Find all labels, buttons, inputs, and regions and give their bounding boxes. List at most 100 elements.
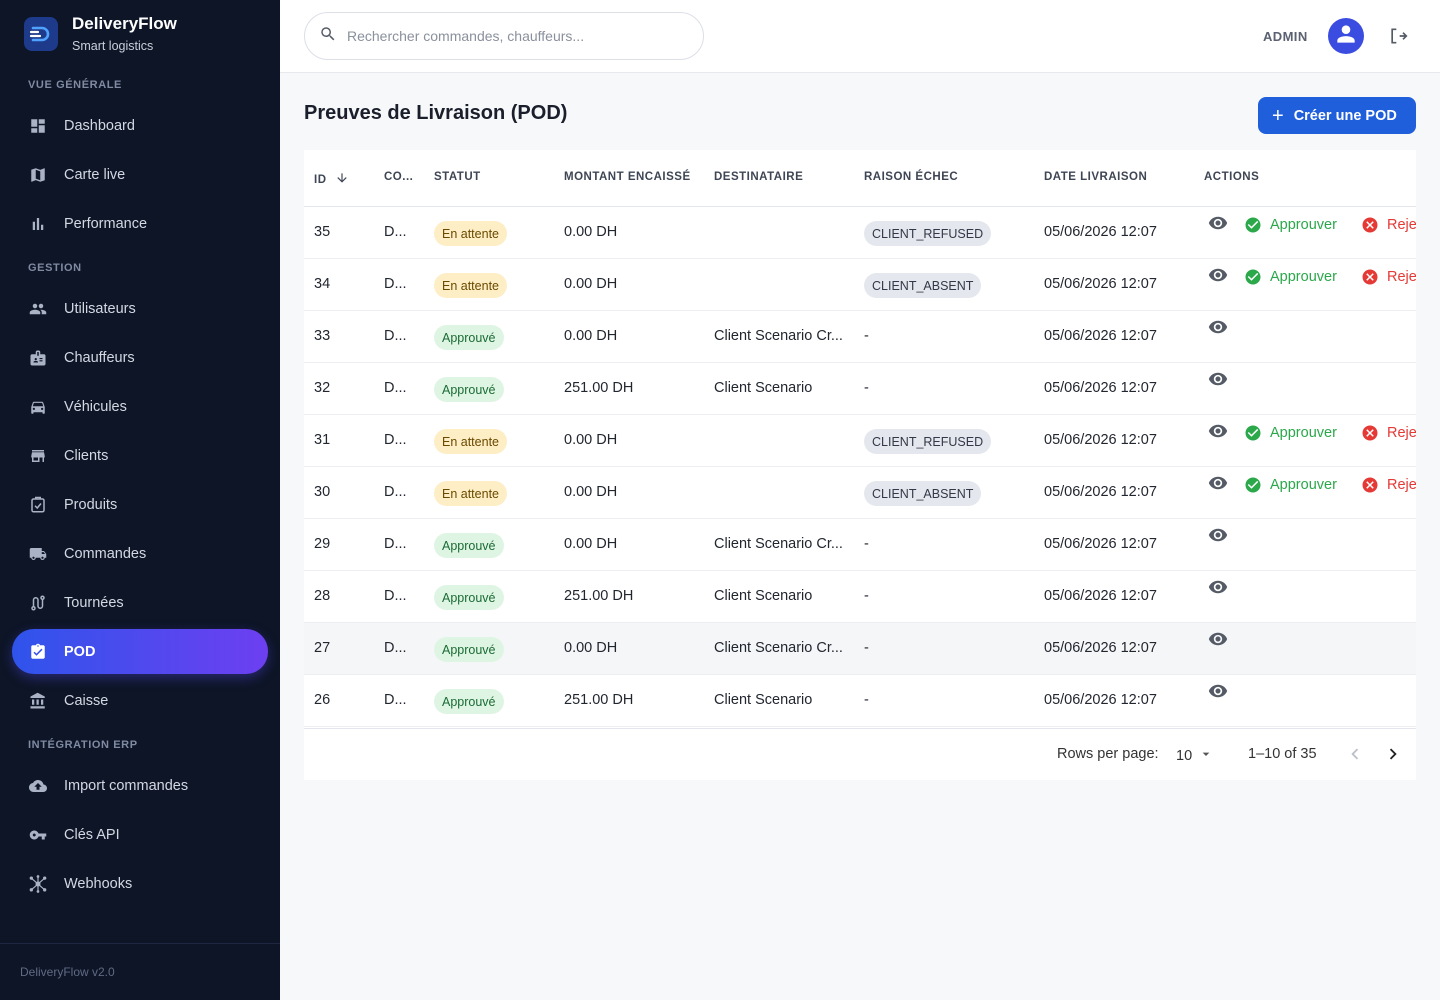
table-row[interactable]: 27 D... Approuvé 0.00 DH Client Scenario Cr.… bbox=[304, 623, 1416, 675]
sidebar-footer: DeliveryFlow v2.0 bbox=[0, 943, 280, 1000]
sort-arrow-down-icon bbox=[335, 171, 349, 188]
cell-montant: 0.00 DH bbox=[564, 640, 618, 656]
cell-montant: 251.00 DH bbox=[564, 588, 634, 604]
reject-button[interactable]: Reje bbox=[1361, 266, 1416, 288]
view-button[interactable] bbox=[1208, 681, 1230, 703]
sidebar-item-utilisateurs[interactable]: Utilisateurs bbox=[12, 286, 268, 331]
cell-date: 05/06/2026 12:07 bbox=[1044, 536, 1157, 552]
eye-icon bbox=[1208, 268, 1228, 289]
rows-per-page-label: Rows per page: bbox=[1057, 746, 1159, 762]
table-row[interactable]: 34 D... En attente 0.00 DH CLIENT_ABSENT 05/0… bbox=[304, 259, 1416, 311]
cell-date: 05/06/2026 12:07 bbox=[1044, 432, 1157, 448]
next-page-button[interactable] bbox=[1382, 743, 1406, 767]
view-button[interactable] bbox=[1208, 473, 1230, 495]
sidebar-item-import-commandes[interactable]: Import commandes bbox=[12, 763, 268, 808]
view-button[interactable] bbox=[1208, 369, 1230, 391]
avatar[interactable] bbox=[1328, 18, 1364, 54]
approve-button[interactable]: Approuver bbox=[1244, 266, 1337, 288]
view-button[interactable] bbox=[1208, 525, 1230, 547]
table-row[interactable]: 32 D... Approuvé 251.00 DH Client Scenario - 0… bbox=[304, 363, 1416, 415]
cancel-circle-icon bbox=[1361, 216, 1379, 234]
cell-destinataire: Client Scenario Cr... bbox=[714, 536, 843, 552]
reason-chip: CLIENT_ABSENT bbox=[864, 481, 982, 506]
sidebar-item-produits[interactable]: Produits bbox=[12, 482, 268, 527]
sidebar-item-tournees[interactable]: Tournées bbox=[12, 580, 268, 625]
view-button[interactable] bbox=[1208, 577, 1230, 599]
view-button[interactable] bbox=[1208, 265, 1230, 287]
user-icon bbox=[1333, 21, 1359, 52]
create-pod-button[interactable]: + Créer une POD bbox=[1258, 97, 1416, 134]
route-icon bbox=[28, 593, 48, 613]
column-header-montant[interactable]: MONTANT ENCAISSÉ bbox=[564, 171, 691, 183]
reject-button[interactable]: Reje bbox=[1361, 214, 1416, 236]
column-header-date[interactable]: DATE LIVRAISON bbox=[1044, 171, 1148, 183]
previous-page-button[interactable] bbox=[1344, 743, 1368, 767]
reject-button[interactable]: Reje bbox=[1361, 422, 1416, 444]
sidebar-item-carte-live[interactable]: Carte live bbox=[12, 152, 268, 197]
table-row[interactable]: 35 D... En attente 0.00 DH CLIENT_REFUSED 05/… bbox=[304, 207, 1416, 259]
sidebar-item-chauffeurs[interactable]: Chauffeurs bbox=[12, 335, 268, 380]
table-row[interactable]: 33 D... Approuvé 0.00 DH Client Scenario Cr.… bbox=[304, 311, 1416, 363]
table-row[interactable]: 28 D... Approuvé 251.00 DH Client Scenario - 0… bbox=[304, 571, 1416, 623]
brand[interactable]: DeliveryFlow Smart logistics bbox=[24, 12, 177, 56]
logout-button[interactable] bbox=[1388, 26, 1408, 46]
column-header-statut[interactable]: STATUT bbox=[434, 171, 481, 183]
sidebar-item-label: Tournées bbox=[64, 594, 124, 611]
reject-label: Reje bbox=[1387, 477, 1416, 493]
approve-button[interactable]: Approuver bbox=[1244, 214, 1337, 236]
column-header-raison[interactable]: RAISON ÉCHEC bbox=[864, 171, 959, 183]
key-icon bbox=[28, 825, 48, 845]
search-input[interactable] bbox=[347, 28, 677, 44]
table-row[interactable]: 30 D... En attente 0.00 DH CLIENT_ABSENT 05/0… bbox=[304, 467, 1416, 519]
status-badge: Approuvé bbox=[434, 637, 504, 662]
car-icon bbox=[28, 397, 48, 417]
sidebar-item-performance[interactable]: Performance bbox=[12, 201, 268, 246]
column-header-id[interactable]: ID bbox=[314, 171, 349, 188]
view-button[interactable] bbox=[1208, 317, 1230, 339]
sidebar-item-pod[interactable]: POD bbox=[12, 629, 268, 674]
view-button[interactable] bbox=[1208, 213, 1230, 235]
sidebar-item-cles-api[interactable]: Clés API bbox=[12, 812, 268, 857]
reject-button[interactable]: Reje bbox=[1361, 474, 1416, 496]
check-circle-icon bbox=[1244, 424, 1262, 442]
cancel-circle-icon bbox=[1361, 424, 1379, 442]
cell-montant: 0.00 DH bbox=[564, 224, 618, 240]
map-icon bbox=[28, 165, 48, 185]
cell-destinataire: Client Scenario bbox=[714, 588, 813, 604]
cell-id: 34 bbox=[314, 276, 331, 292]
reason-chip: CLIENT_ABSENT bbox=[864, 273, 982, 298]
status-badge: Approuvé bbox=[434, 585, 504, 610]
table-row[interactable]: 29 D... Approuvé 0.00 DH Client Scenario Cr.… bbox=[304, 519, 1416, 571]
table-row[interactable]: 26 D... Approuvé 251.00 DH Client Scenario - 0… bbox=[304, 675, 1416, 727]
reject-label: Reje bbox=[1387, 217, 1416, 233]
sidebar-item-vehicules[interactable]: Véhicules bbox=[12, 384, 268, 429]
sidebar-item-webhooks[interactable]: Webhooks bbox=[12, 861, 268, 906]
topbar: ADMIN bbox=[280, 0, 1440, 73]
sidebar-item-label: Caisse bbox=[64, 692, 109, 709]
cell-commande: D... bbox=[384, 276, 407, 292]
search-bar[interactable] bbox=[304, 12, 704, 60]
approve-button[interactable]: Approuver bbox=[1244, 474, 1337, 496]
column-header-commande[interactable]: CO... bbox=[384, 171, 414, 183]
column-header-destinataire[interactable]: DESTINATAIRE bbox=[714, 171, 804, 183]
table-row[interactable]: 31 D... En attente 0.00 DH CLIENT_REFUSED 05/… bbox=[304, 415, 1416, 467]
rows-per-page-select[interactable]: 10 bbox=[1176, 746, 1214, 766]
status-badge: Approuvé bbox=[434, 377, 504, 402]
eye-icon bbox=[1208, 372, 1228, 393]
view-button[interactable] bbox=[1208, 421, 1230, 443]
sidebar-item-commandes[interactable]: Commandes bbox=[12, 531, 268, 576]
brand-name: DeliveryFlow bbox=[72, 14, 177, 33]
sidebar-item-dashboard[interactable]: Dashboard bbox=[12, 103, 268, 148]
user-role-label: ADMIN bbox=[1263, 29, 1308, 44]
sidebar-item-label: Import commandes bbox=[64, 777, 189, 794]
cell-date: 05/06/2026 12:07 bbox=[1044, 484, 1157, 500]
sidebar-item-caisse[interactable]: Caisse bbox=[12, 678, 268, 723]
view-button[interactable] bbox=[1208, 629, 1230, 651]
approve-button[interactable]: Approuver bbox=[1244, 422, 1337, 444]
cloud-upload-icon bbox=[28, 776, 48, 796]
cell-date: 05/06/2026 12:07 bbox=[1044, 276, 1157, 292]
sidebar-item-clients[interactable]: Clients bbox=[12, 433, 268, 478]
approve-label: Approuver bbox=[1270, 477, 1337, 493]
eye-icon bbox=[1208, 684, 1228, 705]
cell-id: 35 bbox=[314, 224, 331, 240]
